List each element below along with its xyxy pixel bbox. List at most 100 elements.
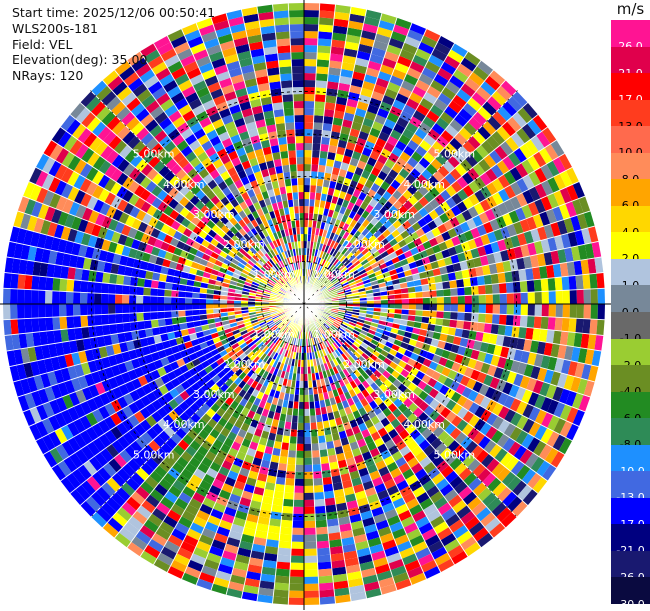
- range-gate-cell: [505, 271, 513, 283]
- range-gate-cell: [319, 10, 335, 18]
- range-gate-cell: [311, 436, 319, 444]
- range-gate-cell: [31, 304, 38, 318]
- range-gate-cell: [577, 289, 584, 304]
- range-gate-cell: [304, 101, 315, 108]
- range-gate-cell: [285, 478, 295, 486]
- range-gate-cell: [289, 436, 297, 444]
- range-gate-cell: [109, 324, 117, 335]
- range-gate-cell: [3, 273, 11, 289]
- range-gate-cell: [289, 584, 304, 591]
- range-gate-cell: [304, 563, 318, 570]
- range-gate-cell: [596, 273, 604, 289]
- range-gate-cell: [59, 304, 66, 317]
- range-gate-cell: [299, 395, 304, 402]
- range-gate-cell: [402, 299, 409, 305]
- range-gate-cell: [304, 598, 320, 605]
- range-gate-cell: [319, 3, 335, 11]
- range-gate-cell: [130, 322, 138, 332]
- range-gate-cell: [318, 31, 333, 39]
- range-gate-cell: [569, 275, 577, 290]
- range-gate-cell: [534, 279, 542, 292]
- range-gate-cell: [304, 38, 318, 45]
- range-gate-cell: [150, 296, 157, 304]
- range-gate-cell: [87, 293, 94, 304]
- range-gate-cell: [430, 304, 437, 311]
- range-gate-cell: [304, 150, 312, 157]
- range-gate-cell: [316, 534, 329, 542]
- range-gate-cell: [185, 304, 192, 310]
- range-gate-cell: [314, 492, 325, 500]
- range-gate-cell: [443, 311, 451, 319]
- range-gate-cell: [143, 287, 151, 296]
- range-gate-cell: [304, 31, 318, 38]
- range-gate-cell: [273, 596, 289, 604]
- range-gate-cell: [80, 281, 88, 293]
- range-gate-cell: [313, 122, 323, 130]
- range-gate-cell: [192, 298, 199, 304]
- range-gate-cell: [281, 513, 293, 521]
- range-gate-cell: [541, 278, 549, 291]
- range-gate-cell: [451, 304, 458, 312]
- range-gate-cell: [286, 471, 296, 479]
- range-gate-cell: [463, 278, 471, 287]
- range-gate-cell: [304, 178, 311, 185]
- range-gate-cell: [311, 157, 319, 165]
- range-gate-cell: [304, 94, 315, 101]
- range-gate-cell: [157, 289, 165, 297]
- range-gate-cell: [276, 562, 290, 570]
- range-gate-cell: [314, 485, 324, 493]
- range-gate-cell: [304, 395, 309, 402]
- range-gate-cell: [3, 288, 10, 304]
- range-gate-cell: [491, 324, 499, 335]
- range-gate-cell: [66, 292, 73, 304]
- range-gate-cell: [549, 291, 556, 304]
- range-gate-cell: [457, 287, 465, 296]
- range-gate-cell: [101, 314, 109, 325]
- range-gate-cell: [171, 297, 178, 304]
- range-gate-cell: [10, 304, 17, 319]
- range-gate-cell: [562, 276, 570, 290]
- range-gate-cell: [115, 304, 122, 314]
- range-gate-cell: [598, 304, 605, 320]
- range-gate-cell: [314, 101, 325, 109]
- range-gate-cell: [304, 108, 314, 115]
- range-gate-cell: [304, 199, 310, 206]
- range-gate-cell: [395, 304, 402, 309]
- range-gate-cell: [273, 491, 284, 499]
- range-gate-cell: [281, 520, 293, 528]
- range-gate-cell: [318, 569, 333, 577]
- range-gate-cell: [304, 10, 319, 17]
- range-gate-cell: [275, 576, 290, 584]
- range-gate-cell: [318, 38, 332, 46]
- range-gate-cell: [3, 319, 11, 335]
- range-gate-cell: [171, 290, 179, 297]
- range-gate-cell: [150, 304, 157, 312]
- range-gate-cell: [171, 311, 179, 318]
- range-gate-cell: [304, 486, 314, 493]
- range-gate-cell: [542, 304, 549, 317]
- range-gate-cell: [292, 535, 304, 542]
- range-gate-cell: [199, 299, 206, 305]
- range-gate-cell: [527, 280, 535, 292]
- range-gate-cell: [3, 304, 10, 320]
- range-gate-cell: [304, 115, 314, 122]
- range-gate-cell: [293, 514, 304, 521]
- range-gate-cell: [288, 598, 304, 605]
- range-gate-cell: [304, 24, 319, 31]
- range-gate-cell: [471, 313, 479, 323]
- range-gate-cell: [506, 315, 514, 326]
- range-gate-cell: [486, 294, 493, 304]
- range-gate-cell: [312, 450, 320, 458]
- range-gate-cell: [52, 278, 60, 292]
- range-gate-cell: [73, 292, 80, 304]
- range-gate-cell: [115, 314, 123, 324]
- range-gate-cell: [317, 555, 331, 563]
- range-gate-cell: [290, 429, 297, 437]
- range-gate-cell: [314, 115, 324, 123]
- range-gate-cell: [87, 281, 95, 293]
- range-gate-cell: [472, 295, 479, 304]
- range-gate-cell: [274, 582, 289, 590]
- range-gate-cell: [484, 274, 492, 285]
- range-gate-cell: [322, 130, 332, 138]
- range-gate-cell: [535, 292, 542, 304]
